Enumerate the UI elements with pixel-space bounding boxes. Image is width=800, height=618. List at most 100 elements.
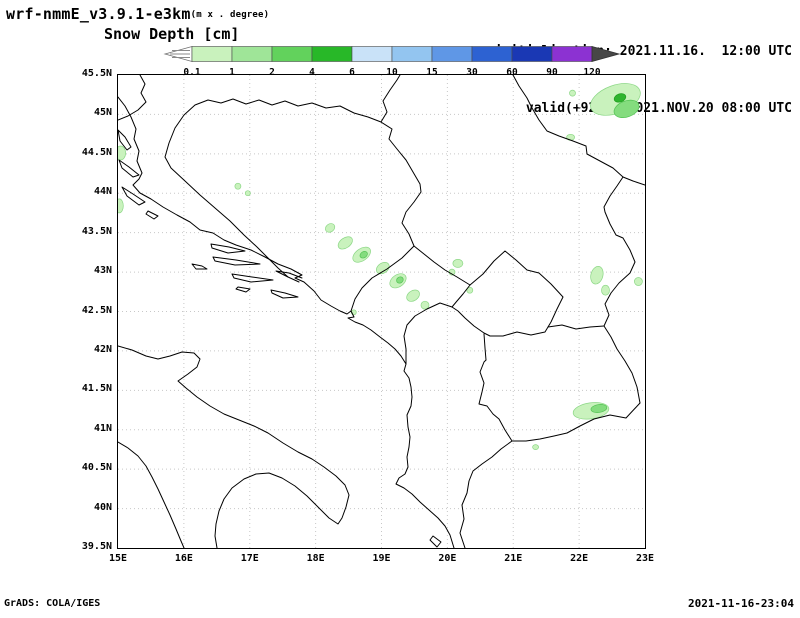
colorbar-segment [231, 46, 273, 62]
colorbar-tick-labels: 0.1 1 2 4 6 10 15 30 60 90 120 [183, 67, 600, 78]
map-plot-frame [117, 74, 646, 549]
colorbar-tick-label: 10 [386, 67, 398, 78]
colorbar-tick-label: 30 [466, 67, 478, 78]
colorbar-tick-label: 15 [426, 67, 438, 78]
model-name: wrf-nmmE_v3.9.1-e3km [6, 5, 191, 23]
colorbar-tick-label: 6 [349, 67, 355, 78]
lon-axis-label: 15E [108, 553, 128, 564]
border-macedonia-bulgaria [603, 325, 641, 404]
colorbar-segment [351, 46, 393, 62]
colorbar-segment [431, 46, 473, 62]
lat-axis-label: 44N [93, 186, 112, 198]
colorbar-segment [391, 46, 433, 62]
grads-credit: GrADS: COLA/IGES [4, 598, 101, 609]
lat-axis-label: 43.5N [81, 225, 112, 237]
island-mljet [270, 289, 299, 299]
snow-patch [118, 145, 126, 161]
snow-patch [569, 89, 576, 97]
colorbar-segment [471, 46, 513, 62]
border-serbia-bulgaria [603, 176, 636, 327]
lat-axis-label: 45N [93, 107, 112, 119]
snow-patch [634, 277, 643, 286]
snow-patch [590, 266, 604, 285]
snow-patch [396, 276, 404, 284]
colorbar-segment [511, 46, 553, 62]
colorbar-segments [191, 46, 593, 62]
border-bosnia-serbia-drina [380, 121, 422, 247]
border-albania-greece [459, 440, 513, 548]
island-pag [118, 159, 140, 178]
border-macedonia-albania [478, 359, 513, 442]
lon-axis-label: 19E [372, 553, 391, 564]
coastline-italy-tyrrhenian [118, 441, 185, 548]
lat-axis-label: 42N [93, 343, 112, 355]
snow-patch [359, 250, 368, 259]
lat-axis-label: 42.5N [81, 304, 112, 316]
model-units: (m x . degree) [190, 10, 270, 20]
field-title: Snow Depth [cm] [104, 25, 240, 43]
island-brac [210, 243, 246, 254]
map-gridlines [118, 75, 645, 548]
snow-patch [590, 404, 608, 413]
model-title: wrf-nmmE_v3.9.1-e3km(m x . degree) [6, 5, 269, 23]
colorbar-tick-label: 90 [546, 67, 558, 78]
creation-timestamp: 2021-11-16-23:04 [688, 597, 794, 610]
coastline-east-adriatic [118, 96, 455, 548]
lat-axis-label: 41.5N [81, 383, 112, 395]
peninsula-peljesac [275, 270, 303, 283]
lat-axis-label: 44.5N [81, 146, 112, 158]
snow-patch [325, 223, 336, 233]
colorbar-tick-label: 60 [506, 67, 518, 78]
border-slovenia-croatia [118, 75, 147, 121]
border-bosnia-montenegro [350, 245, 415, 312]
colorbar-tick-label: 4 [309, 67, 315, 78]
valid-line: valid(+92h): 2021.NOV.20 08:00 UTC [525, 101, 792, 116]
colorbar-tick-label: 0.1 [183, 67, 200, 78]
border-macedonia-greece [511, 402, 641, 442]
island-korcula [231, 273, 274, 283]
snow-patch [613, 99, 640, 118]
border-serbia-macedonia [547, 324, 605, 330]
island-hvar [212, 256, 261, 266]
snow-patch [337, 236, 353, 250]
map-canvas [118, 75, 645, 548]
lon-axis-label: 22E [570, 553, 589, 564]
border-serbia-romania [512, 75, 624, 178]
snow-patch [376, 262, 390, 275]
colorbar-segment [311, 46, 353, 62]
island-corfu [429, 535, 442, 548]
border-montenegro-albania [403, 302, 453, 365]
snow-patch [613, 93, 627, 103]
snow-patch [234, 182, 242, 190]
colorbar-underflow-arrow [163, 45, 193, 63]
border-serbia-montenegro [413, 245, 471, 286]
colorbar-segment [551, 46, 593, 62]
coastline-italy-adriatic [118, 345, 350, 548]
overflow-arrow-icon [591, 45, 621, 63]
snow-patch [466, 286, 474, 294]
border-croatia-bosnia-sava [164, 98, 382, 278]
colorbar-legend: 0.1 1 2 4 6 10 15 30 60 90 120 [160, 45, 640, 79]
border-croatia-serbia [380, 75, 401, 123]
lat-axis-label: 40.5N [81, 462, 112, 474]
snow-patch [452, 259, 464, 268]
island-kornati [145, 210, 159, 220]
border-romania-bulgaria-danube [622, 176, 645, 186]
border-albania-kosovo [483, 333, 487, 361]
lon-axis-label: 16E [174, 553, 193, 564]
island-cres [118, 129, 132, 151]
lon-axis-label: 21E [504, 553, 523, 564]
border-montenegro-kosovo [451, 284, 471, 308]
lon-axis-label: 17E [240, 553, 259, 564]
colorbar-segment [271, 46, 313, 62]
snow-patch [601, 284, 610, 296]
lon-axis-label: 18E [306, 553, 325, 564]
lon-axis-label: 23E [635, 553, 655, 564]
snow-patch [406, 289, 420, 302]
snow-depth-shading [118, 83, 643, 450]
lat-axis-label: 39.5N [81, 541, 112, 552]
colorbar-tick-label: 2 [269, 67, 275, 78]
colorbar-canvas: 0.1 1 2 4 6 10 15 30 60 90 120 [163, 45, 621, 78]
lon-axis-label: 20E [438, 553, 457, 564]
lat-axis-label: 45.5N [81, 68, 112, 79]
